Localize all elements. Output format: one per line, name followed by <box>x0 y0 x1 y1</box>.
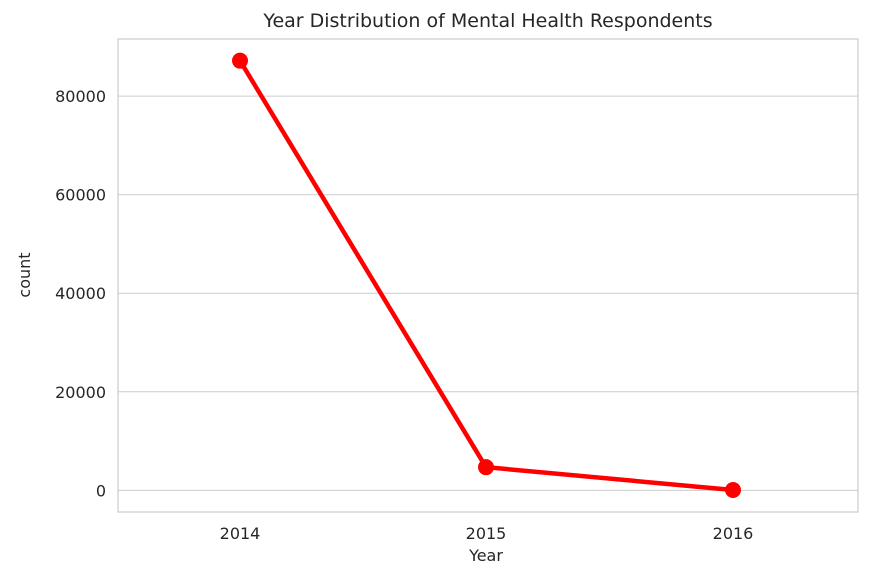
y-tick-label: 60000 <box>55 186 106 205</box>
x-axis-label: Year <box>468 546 503 565</box>
series-layer <box>232 52 741 499</box>
y-tick-labels: 0 20000 40000 60000 80000 <box>55 87 106 500</box>
y-axis-label: count <box>15 252 34 297</box>
x-tick-label: 2015 <box>466 524 507 543</box>
plot-frame <box>117 38 859 513</box>
y-tick-label: 0 <box>96 481 106 500</box>
y-tick-label: 80000 <box>55 87 106 106</box>
chart-title: Year Distribution of Mental Health Respo… <box>262 10 712 32</box>
x-tick-label: 2014 <box>220 524 261 543</box>
data-point <box>478 459 494 476</box>
data-point <box>725 482 741 499</box>
series-line <box>237 58 736 493</box>
data-point <box>232 52 248 69</box>
grid-layer <box>118 95 858 491</box>
x-tick-label: 2016 <box>713 524 754 543</box>
y-tick-label: 40000 <box>55 284 106 303</box>
x-tick-labels: 2014 2015 2016 <box>220 524 754 543</box>
y-tick-label: 20000 <box>55 383 106 402</box>
